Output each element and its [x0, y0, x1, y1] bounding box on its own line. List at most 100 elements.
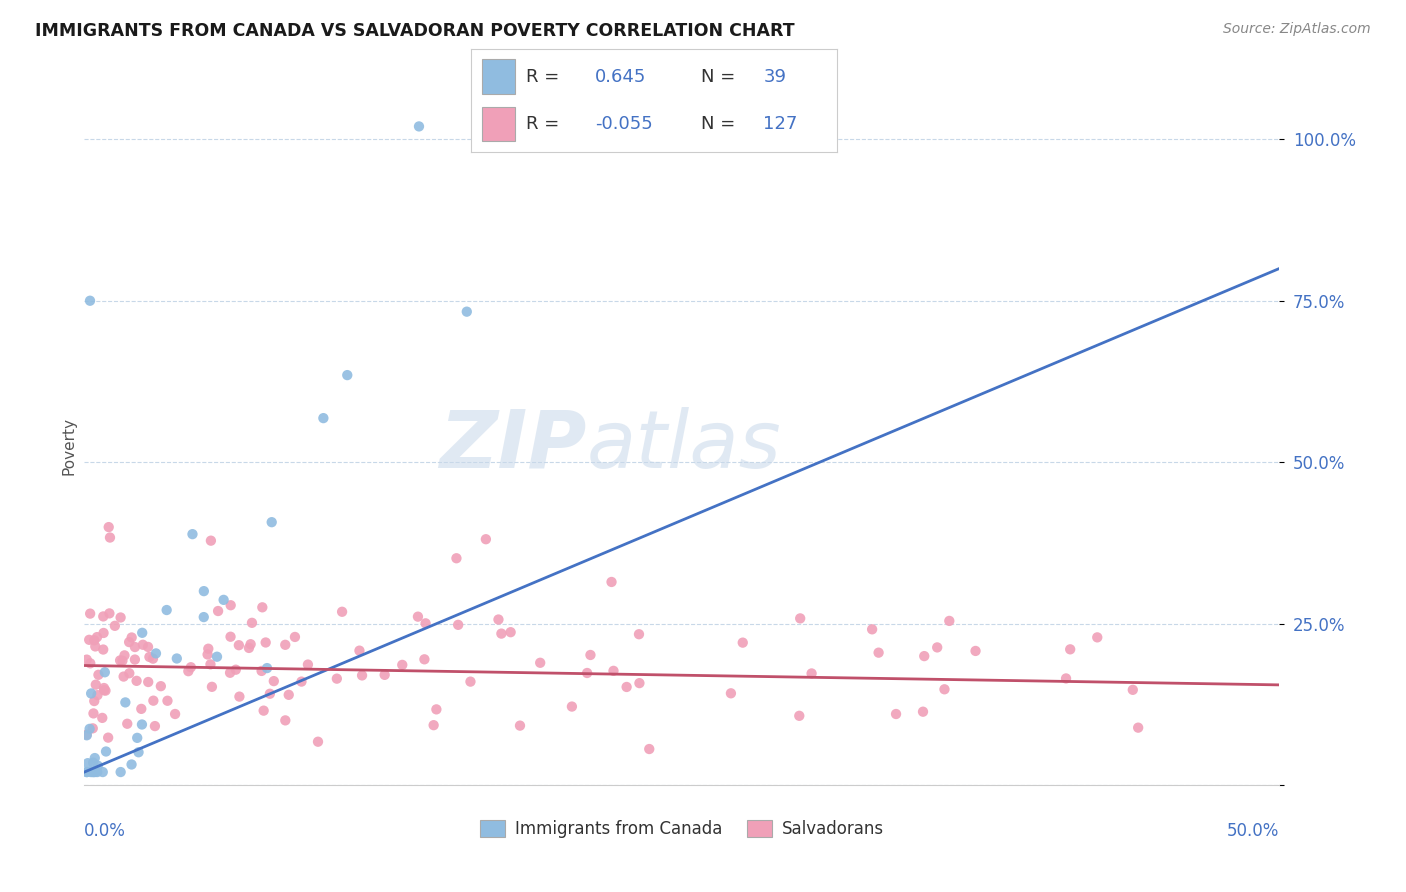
Point — [82, 706, 104, 721]
Point — [197, 648, 219, 662]
Point — [83, 694, 105, 708]
Point — [177, 664, 200, 678]
Point — [197, 641, 219, 656]
Point — [219, 599, 242, 613]
Point — [460, 674, 482, 689]
Point — [447, 617, 470, 632]
Point — [349, 643, 371, 657]
Point — [253, 704, 276, 718]
Point — [228, 638, 250, 652]
Point — [142, 651, 165, 665]
Point — [207, 604, 229, 618]
Point — [529, 656, 551, 670]
Point — [181, 527, 204, 541]
Point — [117, 716, 139, 731]
Point — [87, 668, 110, 682]
Point — [561, 699, 583, 714]
Text: -0.055: -0.055 — [595, 115, 652, 133]
Point — [104, 619, 127, 633]
Point — [86, 688, 108, 702]
Point — [82, 722, 104, 736]
Point — [121, 631, 143, 645]
Point — [83, 765, 105, 780]
Point — [80, 765, 103, 780]
Point — [86, 765, 108, 780]
Point — [80, 686, 103, 700]
Point — [868, 646, 890, 660]
Point — [787, 708, 810, 723]
Point — [124, 640, 146, 654]
Point — [136, 640, 159, 654]
Point — [252, 600, 274, 615]
Point — [254, 635, 277, 649]
Point — [446, 551, 468, 566]
Point — [108, 653, 131, 667]
Point — [121, 757, 143, 772]
Point — [127, 731, 149, 745]
Point — [600, 574, 623, 589]
Point — [79, 607, 101, 621]
Point — [93, 681, 115, 695]
Point — [602, 664, 624, 678]
Text: Source: ZipAtlas.com: Source: ZipAtlas.com — [1223, 22, 1371, 37]
FancyBboxPatch shape — [482, 59, 515, 95]
Point — [110, 610, 132, 624]
Point — [330, 605, 353, 619]
Point — [1122, 682, 1144, 697]
Point — [290, 674, 312, 689]
Point — [94, 665, 117, 680]
Point — [239, 637, 262, 651]
Point — [131, 717, 153, 731]
Point — [1054, 672, 1077, 686]
Point — [77, 632, 100, 647]
Point — [200, 657, 222, 672]
Point — [475, 533, 498, 547]
Point — [200, 533, 222, 548]
Point — [307, 735, 329, 749]
Point — [336, 368, 359, 383]
Point — [274, 714, 297, 728]
Point — [1059, 642, 1081, 657]
Point — [114, 695, 136, 709]
Point — [79, 722, 101, 736]
Text: R =: R = — [526, 115, 560, 133]
Point — [374, 668, 396, 682]
Point — [76, 728, 98, 742]
Text: N =: N = — [702, 115, 735, 133]
Point — [576, 665, 599, 680]
Point — [79, 657, 101, 671]
Point — [274, 638, 297, 652]
Point — [128, 745, 150, 759]
Point — [225, 663, 247, 677]
Point — [131, 625, 153, 640]
Point — [83, 765, 105, 780]
Point — [165, 706, 187, 721]
Point — [86, 630, 108, 644]
Point — [413, 652, 436, 666]
Point — [156, 603, 179, 617]
Text: N =: N = — [702, 68, 735, 86]
Point — [938, 614, 960, 628]
Point — [91, 642, 114, 657]
Point — [499, 625, 522, 640]
Point — [124, 652, 146, 666]
Point — [111, 654, 134, 668]
Point — [638, 742, 661, 756]
Point — [84, 640, 107, 654]
Point — [219, 665, 242, 680]
Legend: Immigrants from Canada, Salvadorans: Immigrants from Canada, Salvadorans — [472, 813, 891, 845]
Point — [110, 765, 132, 780]
Point — [240, 615, 263, 630]
Point — [97, 731, 120, 745]
Point — [201, 680, 224, 694]
Point — [579, 648, 602, 662]
FancyBboxPatch shape — [482, 106, 515, 141]
Point — [422, 718, 444, 732]
Point — [259, 687, 281, 701]
Text: 0.0%: 0.0% — [84, 822, 127, 840]
Point — [406, 609, 429, 624]
Point — [219, 630, 242, 644]
Text: ZIP: ZIP — [439, 407, 586, 485]
Point — [238, 640, 260, 655]
Point — [76, 728, 98, 742]
